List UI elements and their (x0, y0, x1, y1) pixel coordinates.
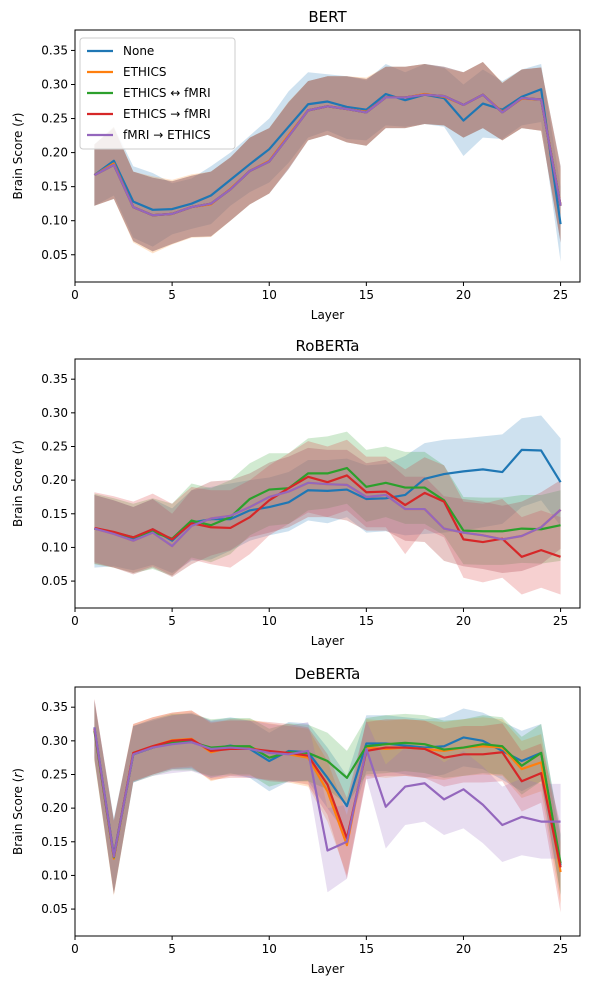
y-axis-label: Brain Score (r) (11, 440, 25, 527)
x-tick-label: 20 (456, 942, 471, 956)
y-tick-label: 0.05 (41, 248, 68, 262)
y-axis-label-suffix: ) (11, 768, 25, 773)
band-ethics (94, 62, 561, 254)
x-tick-label: 5 (168, 614, 176, 628)
y-axis-label-prefix: Brain Score ( (11, 778, 25, 855)
x-tick-label: 10 (262, 614, 277, 628)
x-axis-label: Layer (311, 634, 345, 648)
x-tick-label: 0 (71, 288, 79, 302)
x-tick-label: 0 (71, 614, 79, 628)
y-tick-label: 0.35 (41, 372, 68, 386)
y-axis-label: Brain Score (r) (11, 768, 25, 855)
axes-frame (74, 29, 581, 283)
y-axis-label-var: r (11, 772, 25, 778)
x-tick-label: 15 (359, 942, 374, 956)
x-tick-label: 10 (262, 288, 277, 302)
band-ethics-to-fmri (94, 439, 561, 595)
x-tick-label: 10 (262, 942, 277, 956)
x-tick-label: 15 (359, 614, 374, 628)
y-axis-label: Brain Score (r) (11, 112, 25, 199)
band-none (94, 415, 561, 574)
band-none (94, 64, 561, 262)
y-tick-label: 0.10 (41, 868, 68, 882)
y-tick-label: 0.30 (41, 734, 68, 748)
y-tick-label: 0.35 (41, 700, 68, 714)
y-axis-label-prefix: Brain Score ( (11, 122, 25, 199)
legend-label-none: None (123, 44, 154, 58)
y-tick-label: 0.15 (41, 507, 68, 521)
chart-panel-roberta: 0 5 10 15 20 25 0.05 0.10 0.15 0.20 0.25 0.30 0.35 Ro… (11, 337, 581, 648)
chart-panel-deberta: 0 5 10 15 20 25 0.05 0.10 0.15 0.20 0.25 0.30 0.35 De… (11, 665, 581, 976)
y-tick-label: 0.30 (41, 77, 68, 91)
legend-label-ethics-both-fmri: ETHICS ↔ fMRI (123, 86, 211, 100)
x-tick-label: 5 (168, 942, 176, 956)
y-tick-label: 0.20 (41, 801, 68, 815)
x-axis-label: Layer (311, 962, 345, 976)
legend-label-ethics: ETHICS (123, 65, 166, 79)
axes-frame (74, 686, 581, 937)
y-axis-label-suffix: ) (11, 440, 25, 445)
x-tick-label: 5 (168, 288, 176, 302)
x-tick-label: 20 (456, 614, 471, 628)
y-tick-label: 0.25 (41, 767, 68, 781)
line-ethics-to-fmri (94, 474, 561, 558)
x-tick-label: 15 (359, 288, 374, 302)
y-tick-label: 0.25 (41, 112, 68, 126)
x-tick-label: 0 (71, 942, 79, 956)
band-ethics (94, 447, 561, 578)
legend-box (79, 37, 236, 150)
confidence-bands (94, 415, 561, 595)
y-tick-label: 0.15 (41, 835, 68, 849)
x-tick-label: 20 (456, 288, 471, 302)
y-tick-label: 0.25 (41, 439, 68, 453)
chart-title: RoBERTa (296, 337, 360, 355)
chart-title: BERT (308, 8, 347, 26)
line-ethics-both-fmri (93, 730, 562, 864)
y-tick-label: 0.05 (41, 574, 68, 588)
legend-label-ethics-to-fmri: ETHICS → fMRI (123, 107, 211, 121)
confidence-bands (94, 699, 561, 913)
y-axis-label-prefix: Brain Score ( (11, 450, 25, 527)
x-tick-label: 25 (553, 288, 568, 302)
y-tick-label: 0.10 (41, 540, 68, 554)
x-axis-label: Layer (311, 308, 345, 322)
chart-title: DeBERTa (295, 665, 361, 683)
line-none (94, 448, 562, 542)
y-tick-label: 0.20 (41, 473, 68, 487)
series-lines (93, 88, 562, 225)
y-tick-label: 0.05 (41, 902, 68, 916)
y-tick-label: 0.10 (41, 214, 68, 228)
chart-panel-bert: 0 5 10 15 20 25 0.05 0.10 0.15 0.20 0.25 0.30 0.35 BE… (11, 8, 581, 322)
series-lines (93, 727, 562, 873)
y-tick-label: 0.35 (41, 43, 68, 57)
line-none (93, 88, 562, 225)
y-tick-label: 0.30 (41, 406, 68, 420)
legend-label-fmri-to-ethics: fMRI → ETHICS (123, 128, 211, 142)
line-fmri-to-ethics (94, 481, 562, 548)
y-tick-label: 0.20 (41, 146, 68, 160)
y-axis-label-var: r (11, 444, 25, 450)
series-lines (94, 448, 562, 558)
line-fmri-to-ethics (93, 727, 561, 858)
y-tick-label: 0.15 (41, 180, 68, 194)
band-ethics-both-fmri (94, 431, 561, 576)
line-fmri-to-ethics (93, 93, 562, 217)
x-tick-label: 25 (553, 942, 568, 956)
y-axis-label-var: r (11, 116, 25, 122)
band-fmri-to-ethics (94, 447, 561, 578)
x-tick-label: 25 (553, 614, 568, 628)
y-axis-label-suffix: ) (11, 112, 25, 117)
axes-frame (74, 358, 581, 609)
legend: None ETHICS ETHICS ↔ fMRI ETHICS → fMRI fMRI… (79, 37, 236, 150)
line-ethics-to-fmri (93, 728, 562, 868)
